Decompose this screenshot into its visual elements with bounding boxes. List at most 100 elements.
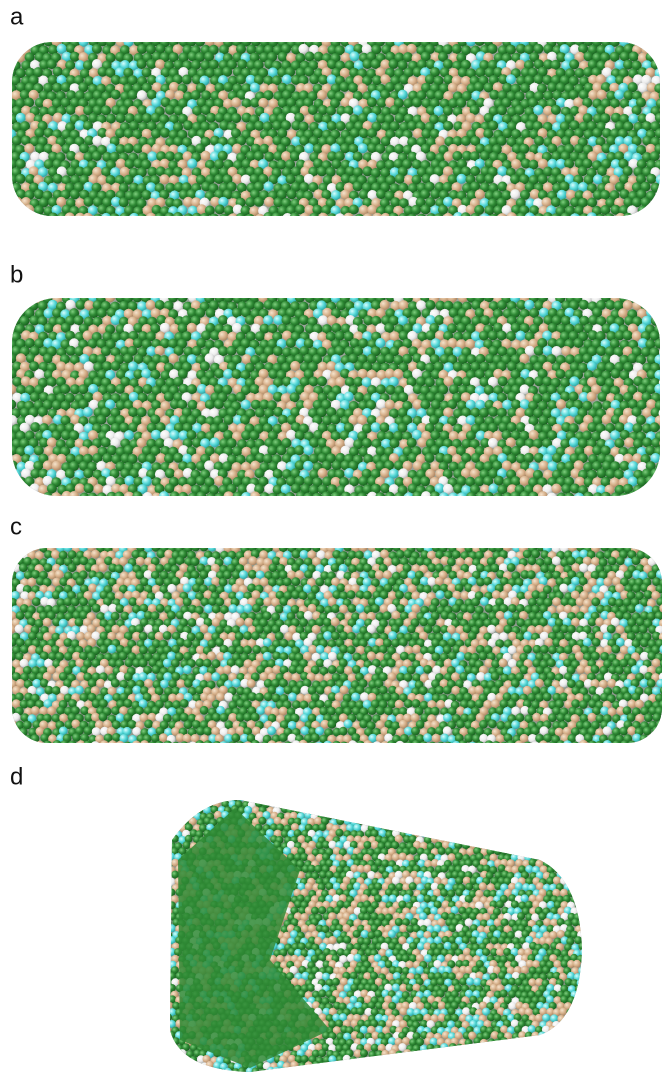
atom	[160, 128, 170, 138]
atom	[561, 484, 571, 494]
atom	[336, 121, 346, 131]
atom	[242, 354, 252, 364]
atom	[191, 543, 200, 552]
atom	[335, 213, 345, 223]
atom	[250, 384, 260, 394]
atom	[31, 543, 40, 552]
atom	[502, 492, 512, 502]
atom	[39, 500, 49, 510]
atom	[353, 500, 363, 510]
atom	[92, 44, 102, 54]
atom	[137, 90, 147, 100]
atom	[30, 422, 40, 432]
atom	[624, 437, 634, 447]
atom	[561, 212, 571, 222]
atom	[641, 499, 651, 509]
atom	[353, 181, 363, 191]
atom	[655, 128, 665, 138]
atom	[144, 544, 153, 553]
atom	[523, 631, 532, 640]
atom	[292, 550, 301, 559]
atom	[417, 214, 427, 224]
atom	[656, 205, 665, 215]
atom	[597, 90, 607, 100]
atom	[484, 492, 494, 502]
atom	[489, 499, 499, 509]
atom	[263, 212, 273, 222]
atom	[323, 631, 332, 640]
atom	[660, 500, 665, 510]
atom	[195, 37, 205, 47]
atom	[254, 121, 264, 131]
atom	[638, 83, 648, 93]
nanotube	[7, 543, 665, 751]
atom	[660, 470, 665, 480]
atom	[76, 577, 85, 586]
atom	[542, 499, 552, 509]
atom	[173, 212, 183, 222]
atom	[170, 491, 180, 501]
atom	[484, 292, 494, 302]
atom	[367, 492, 377, 502]
atom	[6, 399, 16, 409]
atom	[655, 52, 665, 62]
atom	[458, 293, 468, 303]
atom	[12, 212, 22, 222]
atom	[659, 564, 665, 573]
atom	[129, 597, 138, 606]
atom	[236, 618, 245, 627]
atom	[354, 214, 364, 224]
atom	[164, 499, 174, 509]
atom	[511, 159, 521, 169]
atom	[102, 453, 112, 463]
atom	[659, 551, 665, 560]
atom	[69, 491, 79, 501]
atom	[309, 500, 319, 510]
atom	[8, 638, 17, 647]
atom	[182, 499, 192, 509]
atom	[470, 499, 480, 509]
atom	[362, 438, 372, 448]
atom	[461, 212, 471, 222]
atom	[84, 483, 94, 493]
atom	[457, 174, 467, 184]
atom	[184, 213, 194, 223]
atom	[212, 605, 221, 614]
atom	[371, 422, 381, 432]
atom	[264, 197, 274, 207]
atom	[56, 500, 66, 510]
atom	[60, 384, 70, 394]
atom	[557, 493, 567, 503]
atom	[178, 492, 188, 502]
atom	[495, 624, 504, 633]
atom	[447, 557, 456, 566]
atom	[66, 499, 76, 509]
atom	[597, 468, 607, 478]
atom	[70, 52, 80, 62]
atom	[398, 468, 408, 478]
atom	[141, 369, 151, 379]
atom	[567, 625, 576, 634]
atom	[647, 293, 657, 303]
atom	[160, 323, 170, 333]
atom	[623, 60, 633, 70]
atom	[659, 484, 665, 494]
atom	[498, 182, 508, 192]
atom	[6, 384, 16, 394]
atom	[159, 491, 169, 501]
atom	[421, 204, 431, 214]
atom	[52, 400, 62, 410]
atom	[341, 492, 351, 502]
atom	[349, 492, 359, 502]
atom	[426, 213, 436, 223]
atom	[398, 213, 408, 223]
atom	[76, 300, 86, 310]
atom	[304, 143, 314, 153]
atom	[528, 556, 537, 565]
atom	[534, 136, 544, 146]
atom	[534, 213, 544, 223]
atom	[475, 189, 485, 199]
atom	[155, 632, 164, 641]
atom	[47, 499, 57, 509]
atom	[645, 204, 655, 214]
